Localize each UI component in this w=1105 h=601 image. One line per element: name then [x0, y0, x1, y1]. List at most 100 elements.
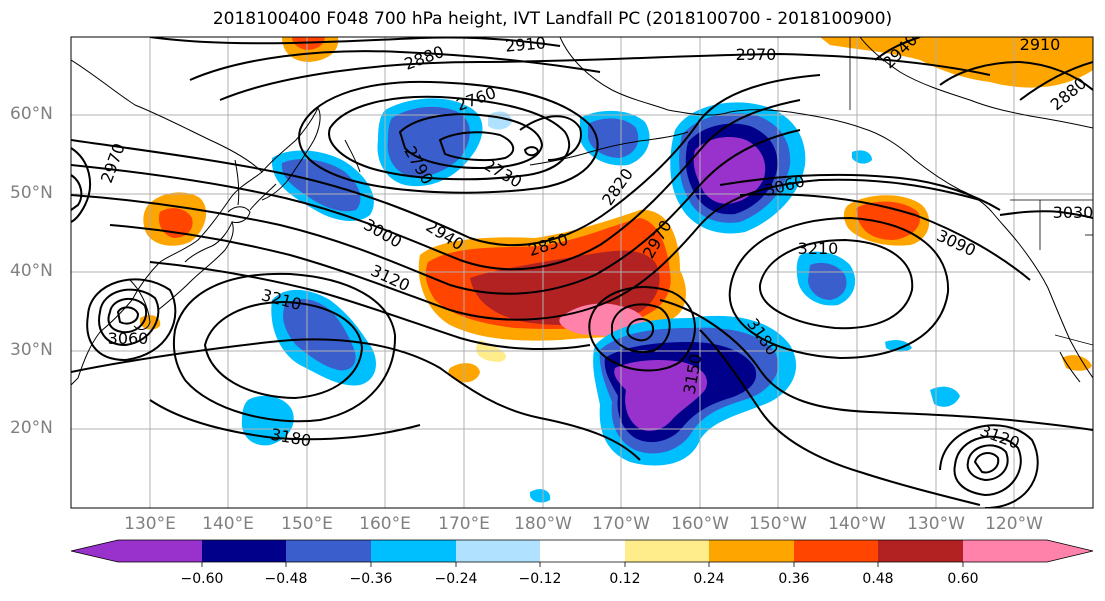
contour-2880-upper — [189, 50, 601, 81]
contour-3090-east — [739, 193, 1031, 281]
colorbar-tick-label: 0.12 — [609, 571, 641, 587]
warm-anomaly-top-left-core — [292, 37, 325, 50]
contour-jet-3 — [71, 129, 801, 295]
coast-baja — [1059, 351, 1081, 383]
colorbar-tick-label: −0.36 — [349, 571, 393, 587]
height-contours — [71, 37, 1093, 508]
colorbar-swatch — [371, 540, 456, 562]
latitude-label: 30°N — [10, 340, 53, 360]
coast-asia — [71, 59, 263, 386]
cool-anomaly-bering-blue — [387, 106, 470, 178]
map-plot-area: 2910 2970 2880 2760 2730 2790 2820 2850 … — [71, 33, 1093, 508]
colorbar-extend-high — [1047, 540, 1093, 562]
contour-sub-low-1 — [626, 318, 654, 342]
colorbar-outline — [70, 539, 1094, 563]
contour-2970-upper — [219, 52, 991, 101]
cool-anomaly-south-west — [241, 395, 294, 446]
coast-na-west — [991, 211, 1093, 379]
colorbar-swatch — [709, 540, 794, 562]
contour-3030-east — [999, 210, 1093, 219]
map-frame — [70, 36, 1094, 509]
contour-west-edge-2 — [71, 174, 83, 211]
contour-jet-2 — [71, 99, 801, 271]
contour-label: 2910 — [1020, 35, 1061, 54]
boundaries — [849, 37, 1093, 346]
cool-anomaly-south-east — [930, 386, 960, 407]
longitude-label: 140°E — [202, 514, 254, 534]
colorbar-swatch — [794, 540, 878, 562]
contour-3120-south — [71, 338, 641, 461]
cool-anomaly-aleutian-blue — [588, 118, 639, 158]
latitude-label: 60°N — [10, 104, 53, 124]
longitude-label: 150°E — [281, 514, 333, 534]
coast-alaska — [559, 37, 993, 213]
longitude-label: 140°W — [828, 514, 886, 534]
colorbar-tick-label: −0.60 — [180, 571, 224, 587]
colorbar-swatch — [118, 540, 202, 562]
longitude-label: 160°W — [671, 514, 729, 534]
contour-sub-low-2 — [611, 303, 671, 354]
contour-east-south-2 — [699, 329, 981, 506]
longitude-label: 170°E — [438, 514, 490, 534]
contour-low-inner-1 — [398, 113, 544, 170]
longitude-label: 160°E — [359, 514, 411, 534]
contour-japan-low-1 — [116, 306, 140, 325]
contour-high-west-2 — [172, 272, 397, 423]
contour-japan-low-2 — [107, 297, 148, 334]
cool-anomaly-nw-pacific-blue — [281, 159, 361, 212]
colorbar-tick-label: −0.24 — [434, 571, 478, 587]
contour-se-low-2 — [966, 444, 1009, 482]
contour-ne-1 — [1019, 61, 1093, 101]
contour-label: 3060 — [108, 329, 149, 348]
contour-3060-east — [719, 173, 1001, 211]
colorbar-tick-label: −0.12 — [518, 571, 562, 587]
longitude-label: 130°E — [124, 514, 176, 534]
colorbar-swatch — [540, 540, 625, 562]
contour-low-core — [523, 146, 540, 157]
contour-high-east-1 — [758, 238, 914, 330]
latitude-label: 40°N — [10, 261, 53, 281]
colorbar — [70, 539, 1094, 567]
coast-kamchatka — [261, 106, 321, 201]
contour-2910-top — [149, 37, 561, 47]
longitude-label: 170°W — [592, 514, 650, 534]
coastlines — [71, 37, 1093, 386]
contour-high-east-2 — [728, 216, 950, 360]
cool-anomaly-small-1 — [530, 489, 551, 503]
contour-jet-1 — [71, 74, 821, 247]
coast-north-canada — [859, 37, 1093, 129]
colorbar-swatch — [202, 540, 286, 562]
contour-west-edge-1 — [71, 147, 92, 223]
cool-anomaly-small-2 — [885, 340, 912, 352]
colorbar-extend-low — [71, 540, 118, 562]
longitude-label: 150°W — [749, 514, 807, 534]
contour-label: 2910 — [504, 33, 546, 55]
contour-label: 3210 — [798, 239, 839, 258]
boundary-us-mexico — [1054, 334, 1093, 346]
latitude-label: 50°N — [10, 183, 53, 203]
colorbar-swatch — [286, 540, 371, 562]
contour-high-west-1 — [203, 300, 364, 400]
colorbar-tick-label: 0.24 — [693, 571, 725, 587]
colorbar-tick-label: 0.60 — [947, 571, 979, 587]
contour-north-loop — [519, 115, 582, 161]
contour-east-south-1 — [659, 299, 1093, 431]
coast-aleutians — [529, 131, 689, 166]
longitude-label: 130°W — [907, 514, 965, 534]
colorbar-swatch — [456, 540, 540, 562]
colorbar-tick-label: −0.48 — [264, 571, 308, 587]
cool-anomaly-subtropics-purple — [614, 360, 708, 431]
cool-anomaly-alaska-purple — [693, 137, 766, 204]
contour-ne-3 — [874, 37, 921, 61]
colorbar-swatch — [878, 540, 963, 562]
colorbar-tick-label: 0.48 — [862, 571, 894, 587]
contour-se-low-3 — [953, 435, 1022, 497]
contour-se-low-4 — [939, 424, 1039, 508]
warm-anomaly-small-2 — [1062, 355, 1092, 371]
contour-japan-low-3 — [98, 288, 160, 347]
contour-jet-4 — [109, 178, 981, 321]
contour-3180-south — [149, 399, 421, 441]
colorbar-ticks — [201, 562, 964, 567]
contour-ne-2 — [939, 60, 1093, 91]
